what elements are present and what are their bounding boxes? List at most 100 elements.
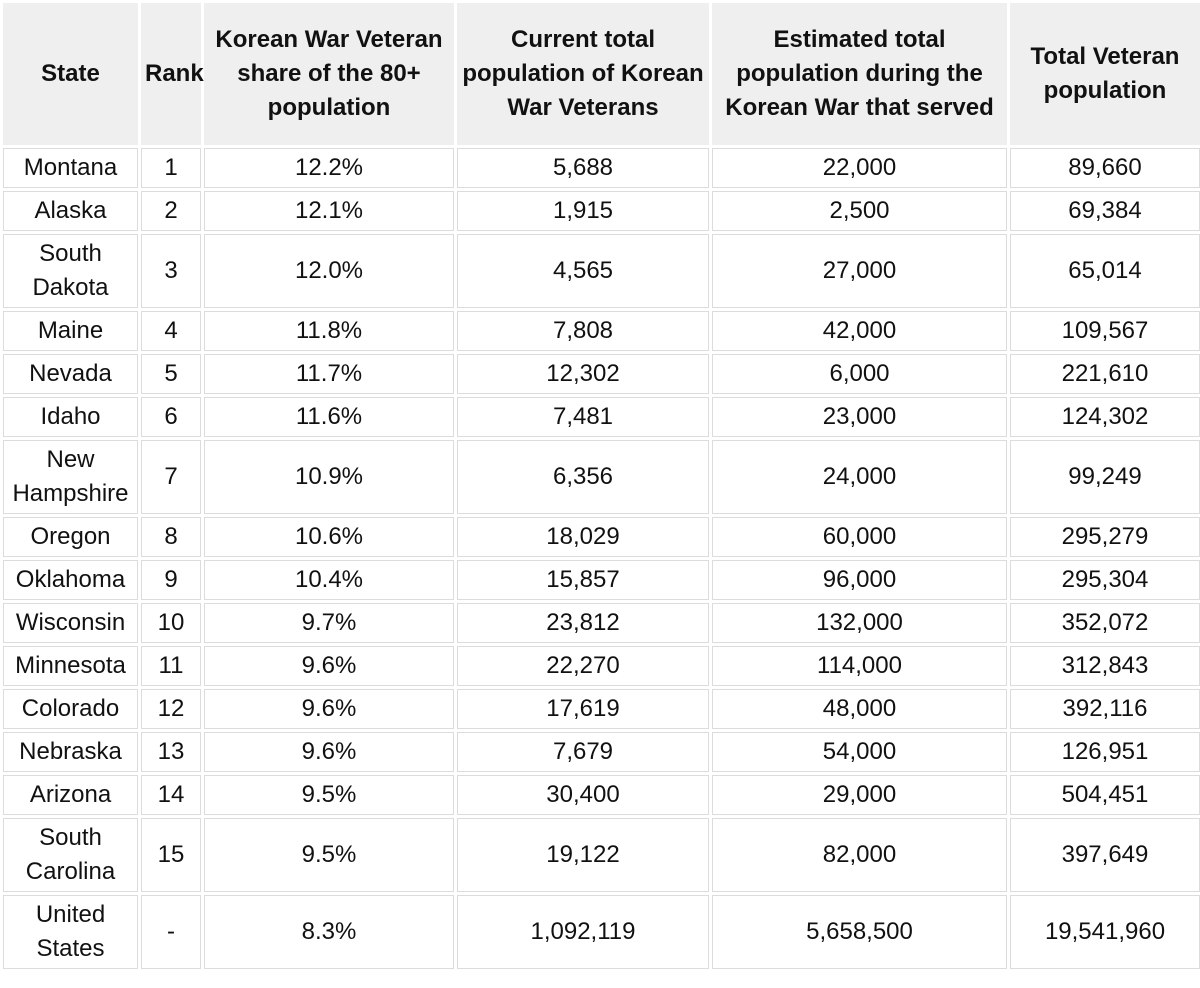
table-row: Colorado 12 9.6% 17,619 48,000 392,116 [3,689,1200,729]
cell-rank: 5 [141,354,201,394]
table-row: United States -8.3% 1,092,119 5,658,500 19,5… [3,895,1200,969]
header-state: State [3,3,138,145]
cell-state: South Dakota [3,234,138,308]
cell-current-population: 22,270 [457,646,709,686]
cell-estimated-served: 96,000 [712,560,1007,600]
cell-rank: 6 [141,397,201,437]
cell-current-population: 7,808 [457,311,709,351]
cell-state: Idaho [3,397,138,437]
cell-rank: 4 [141,311,201,351]
cell-current-population: 17,619 [457,689,709,729]
cell-current-population: 15,857 [457,560,709,600]
cell-share-80-plus: 9.6% [204,732,454,772]
cell-total-veterans: 295,304 [1010,560,1200,600]
cell-rank: 13 [141,732,201,772]
cell-estimated-served: 22,000 [712,148,1007,188]
table-row: South Dakota 3 12.0% 4,565 27,000 65,014 [3,234,1200,308]
cell-state: Wisconsin [3,603,138,643]
cell-current-population: 4,565 [457,234,709,308]
cell-share-80-plus: 9.6% [204,689,454,729]
cell-state: Colorado [3,689,138,729]
cell-state: Montana [3,148,138,188]
cell-rank: 12 [141,689,201,729]
cell-state: Oklahoma [3,560,138,600]
cell-state: Oregon [3,517,138,557]
cell-total-veterans: 124,302 [1010,397,1200,437]
cell-share-80-plus: 12.0% [204,234,454,308]
cell-estimated-served: 27,000 [712,234,1007,308]
cell-current-population: 12,302 [457,354,709,394]
cell-rank: 14 [141,775,201,815]
table-row: New Hampshire 7 10.9% 6,356 24,000 99,249 [3,440,1200,514]
cell-rank: 7 [141,440,201,514]
cell-total-veterans: 392,116 [1010,689,1200,729]
cell-current-population: 6,356 [457,440,709,514]
table-row: Idaho 6 11.6% 7,481 23,000 124,302 [3,397,1200,437]
cell-rank: 1 [141,148,201,188]
cell-current-population: 5,688 [457,148,709,188]
cell-share-80-plus: 11.7% [204,354,454,394]
cell-estimated-served: 24,000 [712,440,1007,514]
cell-current-population: 19,122 [457,818,709,892]
cell-share-80-plus: 10.4% [204,560,454,600]
cell-rank: - [141,895,201,969]
cell-estimated-served: 48,000 [712,689,1007,729]
cell-total-veterans: 504,451 [1010,775,1200,815]
cell-rank: 3 [141,234,201,308]
cell-total-veterans: 352,072 [1010,603,1200,643]
table-row: South Carolina 15 9.5% 19,122 82,000 397,649 [3,818,1200,892]
cell-estimated-served: 54,000 [712,732,1007,772]
cell-rank: 10 [141,603,201,643]
cell-current-population: 18,029 [457,517,709,557]
cell-state: New Hampshire [3,440,138,514]
cell-estimated-served: 60,000 [712,517,1007,557]
table-row: Alaska 2 12.1% 1,915 2,500 69,384 [3,191,1200,231]
cell-estimated-served: 42,000 [712,311,1007,351]
cell-current-population: 30,400 [457,775,709,815]
cell-current-population: 7,481 [457,397,709,437]
table-row: Oklahoma 9 10.4% 15,857 96,000 295,304 [3,560,1200,600]
table-row: Maine 4 11.8% 7,808 42,000 109,567 [3,311,1200,351]
cell-current-population: 23,812 [457,603,709,643]
table-row: Nevada 5 11.7% 12,302 6,000 221,610 [3,354,1200,394]
cell-state: United States [3,895,138,969]
cell-share-80-plus: 8.3% [204,895,454,969]
cell-estimated-served: 23,000 [712,397,1007,437]
cell-total-veterans: 99,249 [1010,440,1200,514]
cell-share-80-plus: 11.6% [204,397,454,437]
cell-state: Minnesota [3,646,138,686]
cell-total-veterans: 312,843 [1010,646,1200,686]
header-estimated-served: Estimated total population during the Ko… [712,3,1007,145]
cell-total-veterans: 19,541,960 [1010,895,1200,969]
cell-share-80-plus: 12.2% [204,148,454,188]
cell-share-80-plus: 11.8% [204,311,454,351]
cell-share-80-plus: 12.1% [204,191,454,231]
cell-state: Nevada [3,354,138,394]
cell-estimated-served: 2,500 [712,191,1007,231]
cell-current-population: 1,092,119 [457,895,709,969]
cell-rank: 8 [141,517,201,557]
cell-estimated-served: 114,000 [712,646,1007,686]
cell-share-80-plus: 9.6% [204,646,454,686]
cell-state: Alaska [3,191,138,231]
cell-estimated-served: 132,000 [712,603,1007,643]
cell-total-veterans: 109,567 [1010,311,1200,351]
cell-state: South Carolina [3,818,138,892]
cell-estimated-served: 29,000 [712,775,1007,815]
cell-rank: 2 [141,191,201,231]
cell-total-veterans: 397,649 [1010,818,1200,892]
cell-total-veterans: 126,951 [1010,732,1200,772]
cell-state: Arizona [3,775,138,815]
header-current-population: Current total population of Korean War V… [457,3,709,145]
cell-rank: 9 [141,560,201,600]
table-row: Arizona 14 9.5% 30,400 29,000 504,451 [3,775,1200,815]
cell-share-80-plus: 9.5% [204,818,454,892]
cell-total-veterans: 69,384 [1010,191,1200,231]
cell-share-80-plus: 9.5% [204,775,454,815]
header-rank: Rank [141,3,204,145]
cell-state: Maine [3,311,138,351]
table-row: Wisconsin 10 9.7% 23,812 132,000 352,072 [3,603,1200,643]
cell-total-veterans: 65,014 [1010,234,1200,308]
cell-share-80-plus: 9.7% [204,603,454,643]
cell-estimated-served: 6,000 [712,354,1007,394]
